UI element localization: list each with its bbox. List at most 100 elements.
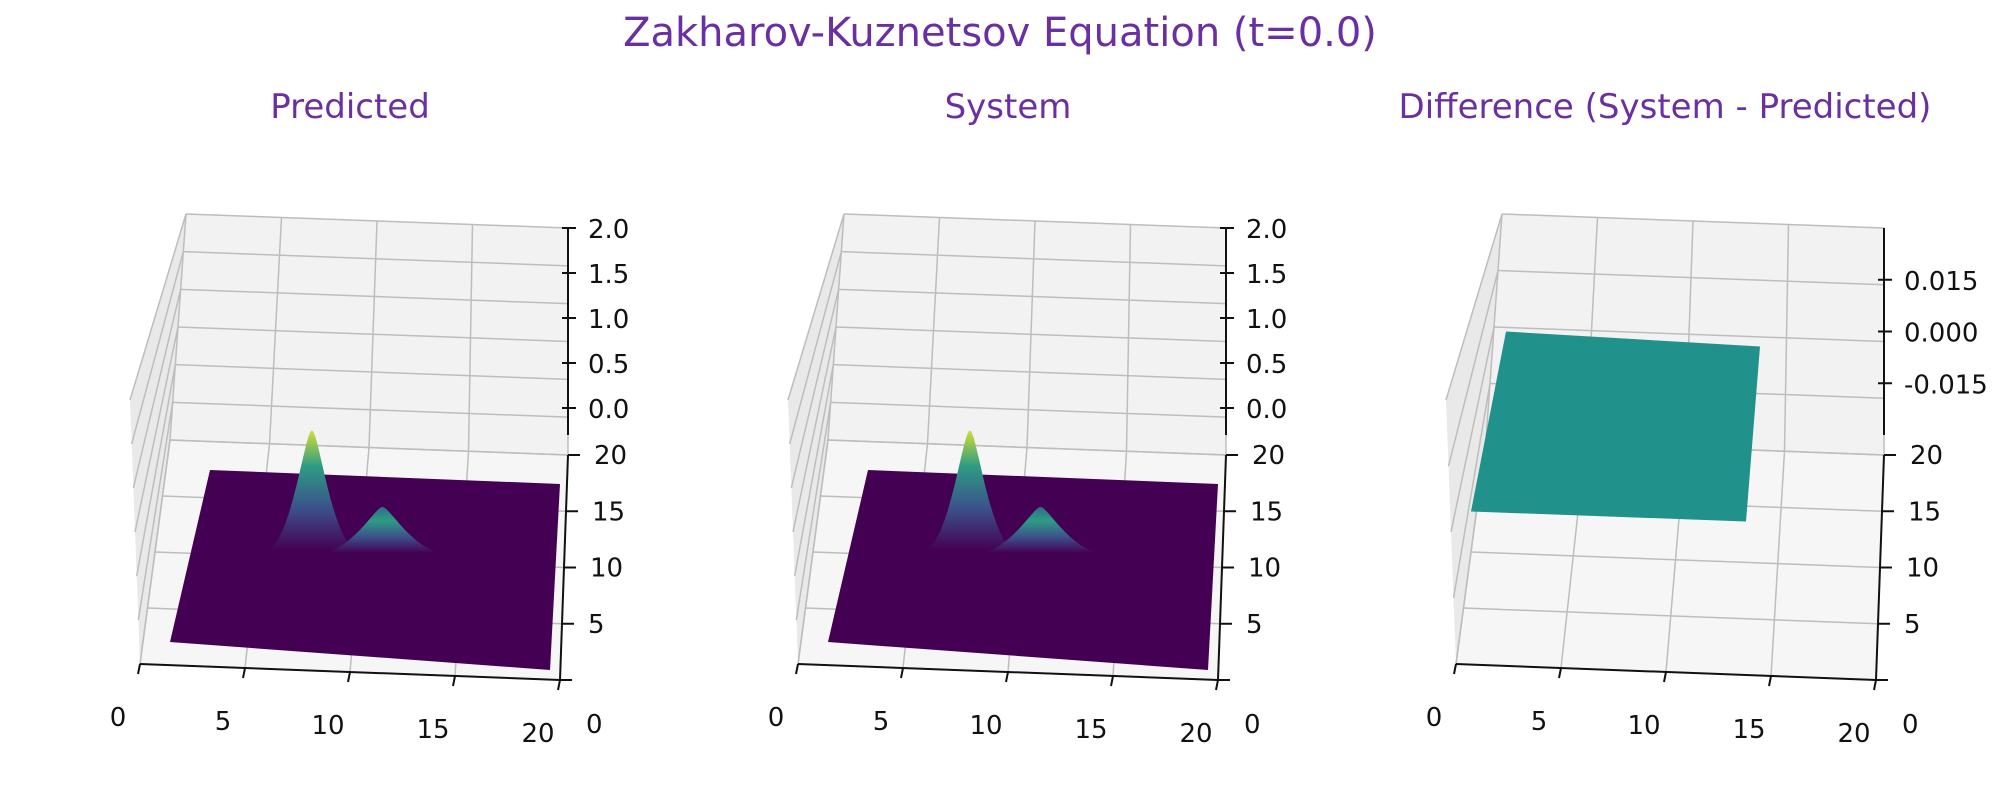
- grid-line: [177, 326, 569, 343]
- x-tick-label: 20: [1179, 719, 1212, 749]
- grid-line: [180, 288, 569, 305]
- chart-panel-2: System 0 5 10 15 20 0 5 10 15 20 0.0 0.5 1.0 1.5 2.0: [768, 87, 1288, 749]
- z-tick-label: -0.015: [1904, 370, 1988, 400]
- grid-line: [1463, 607, 1879, 625]
- x-tick: [1453, 663, 1457, 675]
- grid-line: [183, 250, 569, 267]
- panel-title: Difference (System - Predicted): [1399, 87, 1932, 127]
- x-tick: [137, 663, 141, 675]
- z-tick-label: 0.5: [588, 350, 629, 380]
- grid-line: [843, 213, 1227, 229]
- y-tick-label: 0: [586, 710, 603, 740]
- y-tick-label: 5: [588, 610, 605, 640]
- surface-peak: [925, 430, 1014, 550]
- grid-line: [1445, 213, 1503, 401]
- surface-plane: [1471, 331, 1760, 522]
- z-tick-label: 0.5: [1246, 350, 1287, 380]
- grid-line: [838, 288, 1227, 305]
- grid-line: [841, 250, 1227, 267]
- x-tick-label: 15: [1074, 715, 1107, 745]
- grid-line: [1493, 326, 1885, 343]
- z-tick-label: 0.0: [588, 395, 629, 425]
- grid-line: [1501, 213, 1885, 229]
- panel-title: System: [945, 87, 1072, 127]
- y-tick-label: 5: [1246, 610, 1263, 640]
- grid-line: [830, 401, 1227, 418]
- x-tick: [900, 667, 904, 679]
- x-tick-label: 5: [215, 707, 232, 737]
- y-tick-label: 20: [594, 441, 627, 471]
- grid-line: [795, 402, 832, 621]
- y-tick-label: 0: [1244, 710, 1261, 740]
- x-tick: [1663, 671, 1667, 683]
- grid-line: [793, 364, 835, 577]
- x-tick-label: 5: [1531, 707, 1548, 737]
- grid-line: [790, 289, 840, 489]
- x-tick-label: 10: [311, 711, 344, 741]
- x-tick: [242, 667, 246, 679]
- grid-line: [130, 251, 185, 445]
- grid-line: [792, 326, 837, 533]
- surface-peak: [267, 430, 356, 550]
- grid-line: [134, 326, 179, 533]
- x-tick-label: 10: [1627, 711, 1660, 741]
- z-tick-label: 2.0: [1246, 215, 1287, 245]
- y-tick-label: 20: [1910, 441, 1943, 471]
- x-tick: [557, 679, 561, 691]
- x-tick: [1768, 675, 1772, 687]
- y-tick-label: 15: [1908, 497, 1941, 527]
- grid-line: [787, 213, 845, 401]
- y-tick-label: 10: [1248, 554, 1281, 584]
- x-tick-label: 20: [1837, 719, 1870, 749]
- grid-line: [1452, 383, 1491, 599]
- x-tick-label: 0: [768, 703, 785, 733]
- x-tick-label: 15: [1732, 715, 1765, 745]
- panel-title: Predicted: [270, 87, 430, 127]
- y-tick-label: 5: [1904, 610, 1921, 640]
- surface-plane: [828, 470, 1218, 670]
- grid-line: [1447, 270, 1499, 467]
- x-tick: [1558, 667, 1562, 679]
- chart-panel-3: Difference (System - Predicted) 0 5 10 15 20 0…: [1399, 87, 1988, 749]
- x-tick: [1873, 679, 1877, 691]
- z-tick-label: 0.0: [1246, 395, 1287, 425]
- left-pane: [1446, 214, 1502, 664]
- y-tick-label: 15: [1250, 497, 1283, 527]
- grid-line: [827, 439, 1227, 456]
- x-tick: [452, 675, 456, 687]
- x-tick-label: 10: [969, 711, 1002, 741]
- x-tick: [1005, 671, 1009, 683]
- grid-line: [129, 213, 187, 401]
- y-tick-label: 15: [592, 497, 625, 527]
- grid-line: [1470, 551, 1881, 569]
- grid-line: [169, 439, 569, 456]
- grid-line: [833, 363, 1227, 381]
- grid-line: [835, 326, 1227, 343]
- chart-panel-1: Predicted 0 5 10 15 20 0 5 10 15 20 0.0 0.5 1.0 1.5 2.0: [110, 87, 630, 749]
- x-tick-label: 5: [873, 707, 890, 737]
- x-tick: [1110, 675, 1114, 687]
- z-tick-label: 1.0: [588, 305, 629, 335]
- grid-line: [135, 364, 177, 577]
- y-tick-label: 0: [1902, 710, 1919, 740]
- x-tick-label: 20: [521, 719, 554, 749]
- x-tick: [347, 671, 351, 683]
- z-tick-label: 1.0: [1246, 305, 1287, 335]
- x-tick: [795, 663, 799, 675]
- surface-peak: [984, 507, 1097, 553]
- grid-line: [1450, 326, 1495, 533]
- grid-line: [185, 213, 569, 229]
- z-tick-label: 1.5: [1246, 260, 1287, 290]
- y-tick-label: 10: [1906, 554, 1939, 584]
- panels: Predicted 0 5 10 15 20 0 5 10 15 20 0.0 0.5 1.0 1.5 2.0…: [110, 87, 1988, 749]
- grid-line: [132, 289, 182, 489]
- y-tick-label: 10: [590, 554, 623, 584]
- z-tick-label: 0.000: [1904, 319, 1978, 349]
- x-tick-label: 0: [1426, 703, 1443, 733]
- surface-plane: [170, 470, 560, 670]
- surface-peak: [326, 507, 439, 553]
- z-tick-label: 1.5: [588, 260, 629, 290]
- grid-line: [1497, 269, 1885, 286]
- grid-line: [137, 402, 174, 621]
